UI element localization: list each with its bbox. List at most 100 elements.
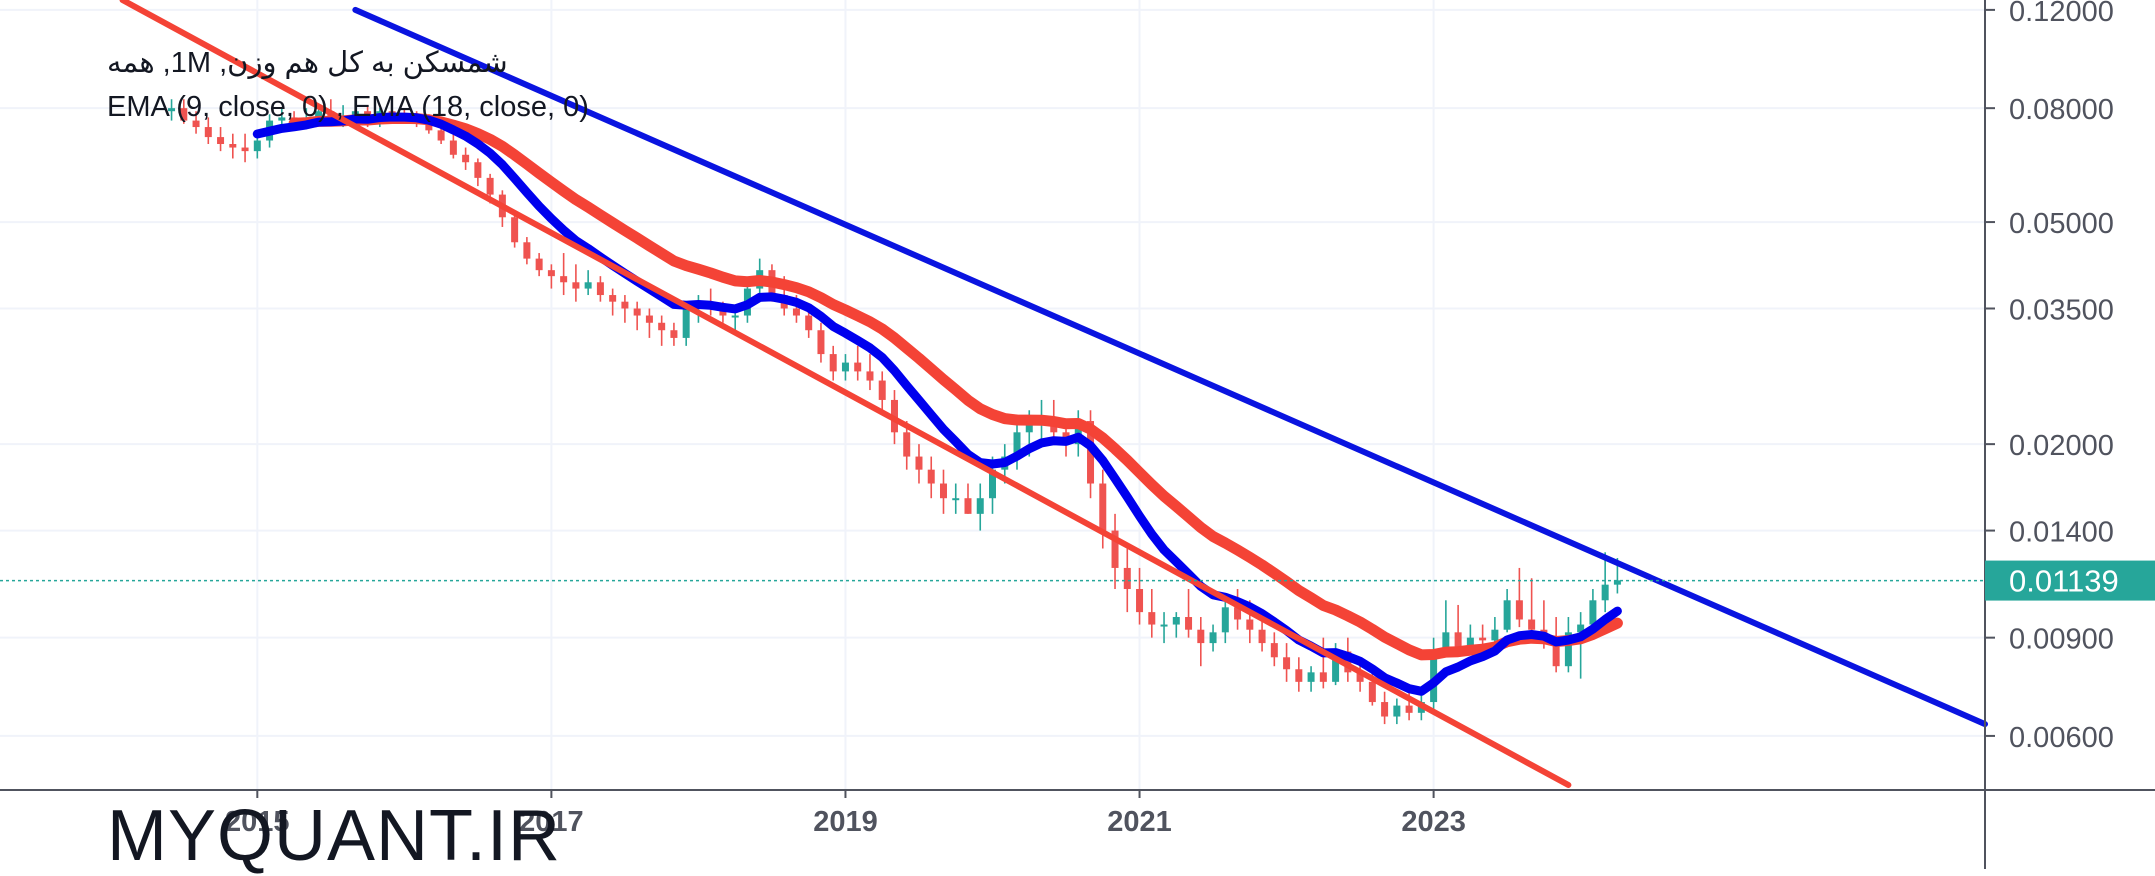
candle-body — [1123, 567, 1131, 590]
candle-body — [253, 140, 261, 152]
candle-body — [805, 315, 813, 331]
candle-body — [1234, 607, 1242, 620]
candle-body — [560, 276, 568, 283]
candle-body — [1393, 705, 1401, 717]
candle-body — [204, 127, 212, 138]
candle-body — [1074, 421, 1082, 445]
candle-body — [1332, 651, 1340, 682]
candle-body — [1601, 584, 1609, 601]
candle-body — [535, 258, 543, 271]
candle-body — [817, 330, 825, 355]
candle-body — [964, 498, 972, 514]
candle-body — [315, 111, 323, 118]
candle-body — [1185, 617, 1193, 630]
candle-body — [278, 117, 286, 121]
candle-body — [1515, 600, 1523, 620]
trend-line-upper — [352, 6, 1988, 728]
legend-indicators: EMA (9, close, 0) , EMA (18, close, 0) — [107, 91, 589, 123]
candle-body — [584, 282, 592, 289]
candle-body — [180, 108, 188, 121]
candle-body — [903, 432, 911, 457]
candle-body — [1381, 702, 1389, 717]
candle-body — [939, 483, 947, 499]
candle-body — [952, 498, 960, 501]
candle-body — [1307, 672, 1315, 682]
candle-body — [1479, 637, 1487, 641]
candle-body — [1246, 619, 1254, 630]
candle-body — [1491, 629, 1499, 641]
candle-body — [1221, 607, 1229, 633]
candle-body — [1442, 632, 1450, 652]
candle-body — [976, 498, 984, 514]
ema-lines — [252, 112, 1623, 696]
candle-body — [841, 362, 849, 372]
candle-body — [927, 469, 935, 484]
candles — [168, 99, 1621, 725]
x-tick-label: 2023 — [1401, 806, 1466, 838]
candle-body — [792, 308, 800, 316]
candle-body — [1111, 530, 1119, 568]
candle-body — [596, 282, 604, 296]
candle-body — [1013, 432, 1021, 457]
candle-body — [682, 308, 690, 338]
y-tick-label: 0.01400 — [2009, 517, 2114, 549]
candle-body — [523, 242, 531, 259]
candle-body — [511, 217, 519, 243]
candle-body — [1136, 589, 1144, 613]
candle-body — [1454, 632, 1462, 649]
candle-body — [1258, 629, 1266, 644]
ema-9-line — [252, 112, 1622, 696]
y-tick-label: 0.00600 — [2009, 722, 2114, 754]
last-price-tag — [1985, 560, 2155, 601]
candle-body — [878, 380, 886, 400]
candle-body — [217, 137, 225, 145]
candle-body — [1613, 580, 1621, 585]
candle-body — [731, 315, 739, 318]
candle-body — [866, 371, 874, 381]
x-tick-label: 2017 — [519, 806, 584, 838]
watermark: MYQUANT.IR — [107, 796, 562, 876]
y-tick-label: 0.12000 — [2009, 0, 2114, 28]
candle-body — [1466, 637, 1474, 649]
legend-title: شمسکن به کل هم وزن, 1M, همه — [107, 47, 508, 79]
trend-line-lower — [119, 0, 1572, 789]
candle-body — [670, 330, 678, 338]
candle-body — [1197, 629, 1205, 644]
candle-body — [1356, 672, 1364, 682]
y-tick-label: 0.08000 — [2009, 94, 2114, 126]
candle-body — [621, 301, 629, 309]
candle-body — [1564, 632, 1572, 667]
candle-body — [1209, 632, 1217, 644]
candle-body — [351, 111, 359, 118]
candle-body — [1528, 619, 1536, 630]
candle-body — [437, 130, 445, 141]
candle-body — [474, 162, 482, 178]
candle-body — [241, 147, 249, 152]
candle-body — [425, 120, 433, 131]
candle-body — [989, 469, 996, 499]
candle-body — [1577, 624, 1585, 633]
candle-body — [609, 295, 617, 302]
last-price-label: 0.01139 — [2009, 564, 2119, 599]
candle-body — [915, 456, 923, 470]
candle-body — [1319, 672, 1327, 682]
candle-body — [1405, 705, 1413, 713]
candle-body — [1552, 643, 1560, 667]
candle-body — [1270, 643, 1278, 658]
candle-body — [572, 282, 580, 289]
candle-body — [829, 354, 837, 372]
candle-body — [192, 120, 200, 128]
candle-body — [633, 308, 641, 316]
candle-body — [854, 362, 862, 372]
candle-body — [1148, 612, 1156, 625]
y-tick-label: 0.00900 — [2009, 624, 2114, 656]
y-tick-label: 0.03500 — [2009, 295, 2114, 327]
candle-body — [1295, 669, 1303, 682]
candle-body — [1503, 600, 1511, 630]
candle-body — [1368, 681, 1376, 703]
x-tick-label: 2019 — [813, 806, 878, 838]
y-tick-label: 0.02000 — [2009, 430, 2114, 462]
